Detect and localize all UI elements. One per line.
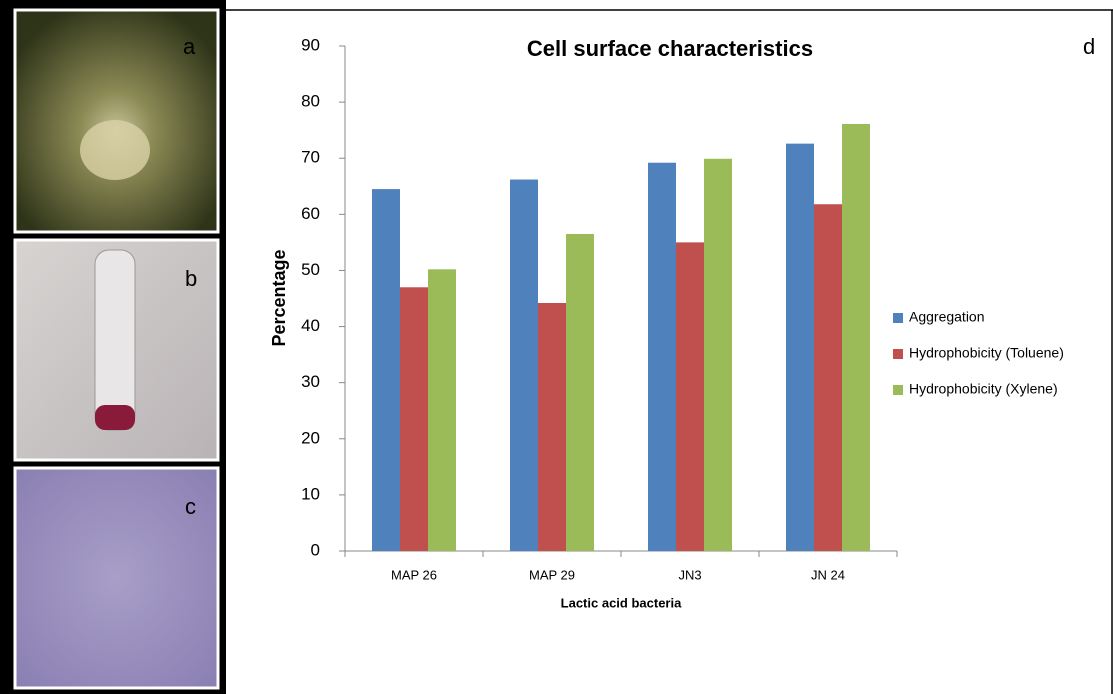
legend-label: Hydrophobicity (Toluene)	[909, 345, 1064, 361]
y-axis-label: Percentage	[269, 249, 289, 346]
panel-label: d	[1083, 34, 1095, 59]
legend-swatch	[893, 385, 903, 395]
y-tick-label: 60	[301, 204, 320, 223]
bar	[842, 124, 870, 551]
y-tick-label: 40	[301, 316, 320, 335]
legend-swatch	[893, 349, 903, 359]
x-axis-label: Lactic acid bacteria	[561, 595, 682, 610]
colony	[80, 120, 150, 180]
bar	[648, 163, 676, 551]
panel-label: a	[183, 34, 196, 59]
x-tick-label: JN 24	[811, 567, 845, 582]
bar	[510, 180, 538, 551]
bar	[372, 189, 400, 551]
chart-title: Cell surface characteristics	[527, 36, 813, 61]
legend-label: Aggregation	[909, 309, 985, 325]
bar	[676, 242, 704, 551]
bar	[704, 159, 732, 551]
panel-label: c	[185, 494, 196, 519]
page: {"panel_labels": ["a", "b", "c"], "chart…	[0, 0, 1113, 694]
bar	[814, 204, 842, 551]
tube	[95, 250, 135, 430]
x-tick-label: MAP 29	[529, 567, 575, 582]
legend-label: Hydrophobicity (Xylene)	[909, 381, 1058, 397]
legend-swatch	[893, 313, 903, 323]
y-tick-label: 90	[301, 35, 320, 54]
x-tick-label: MAP 26	[391, 567, 437, 582]
y-tick-label: 20	[301, 428, 320, 447]
tube-liquid	[95, 405, 135, 430]
figure: a b c d Cell surface characteristics Per…	[0, 0, 1113, 694]
y-tick-label: 0	[311, 540, 320, 559]
y-tick-label: 30	[301, 372, 320, 391]
bar	[566, 234, 594, 551]
y-tick-label: 10	[301, 484, 320, 503]
panel-label: b	[185, 266, 197, 291]
y-tick-label: 50	[301, 260, 320, 279]
bar	[428, 269, 456, 551]
y-tick-label: 80	[301, 92, 320, 111]
x-tick-label: JN3	[678, 567, 701, 582]
y-tick-label: 70	[301, 148, 320, 167]
bar	[786, 144, 814, 551]
bar	[538, 303, 566, 551]
bar	[400, 287, 428, 551]
